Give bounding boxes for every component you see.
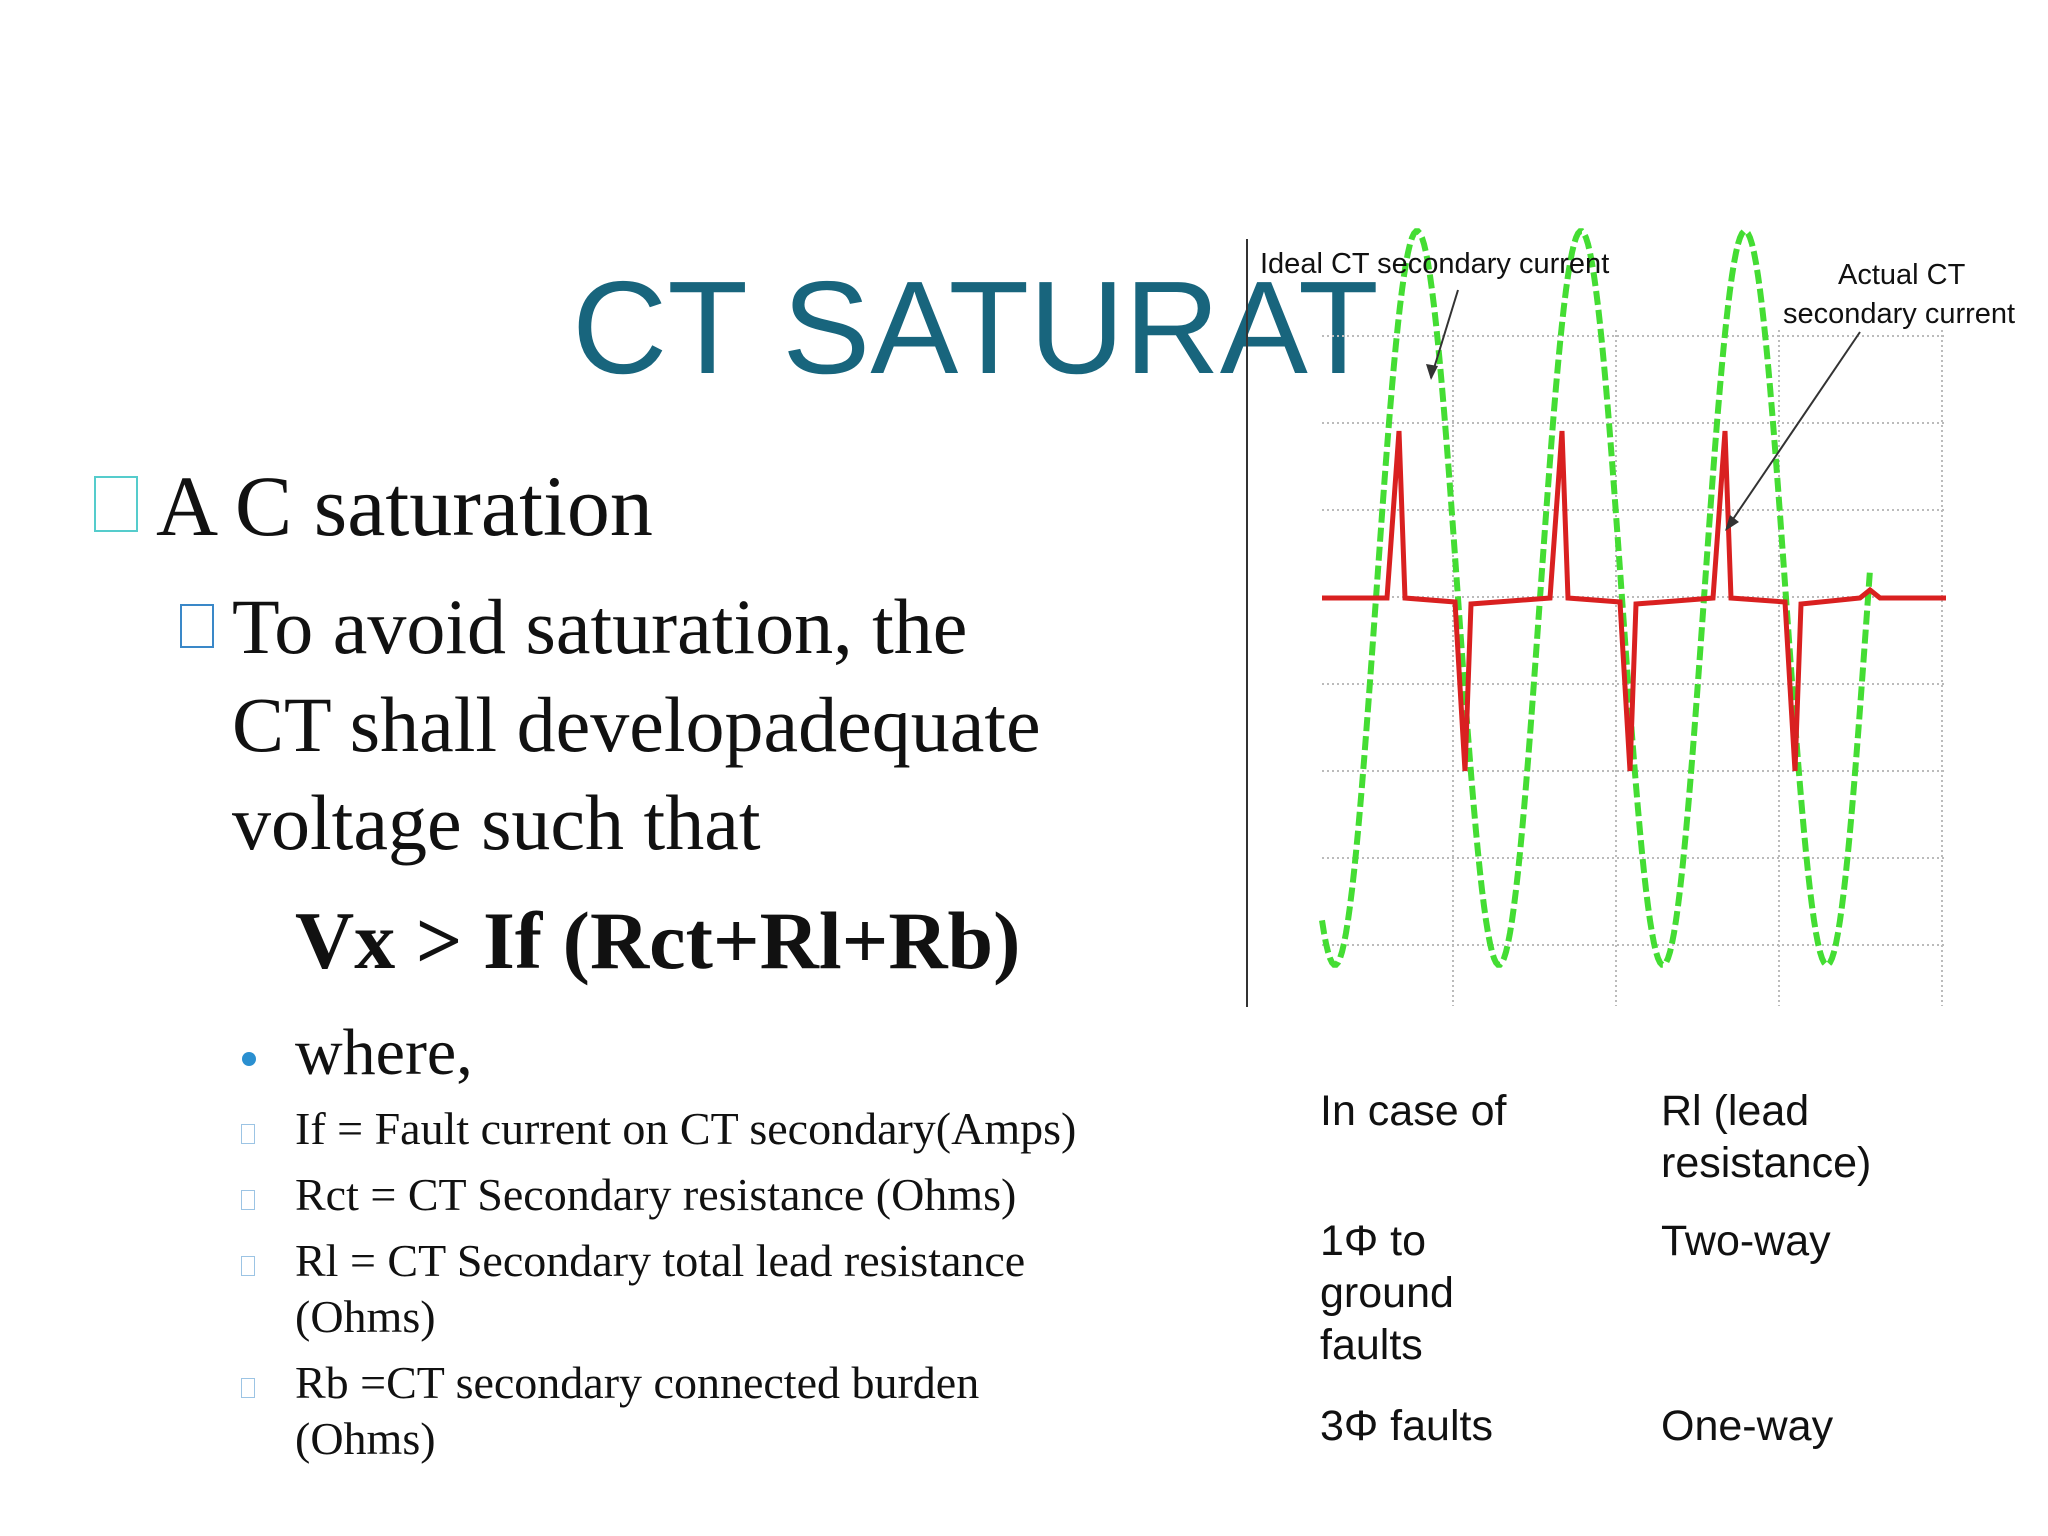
table-cell: One-way [1661,1402,1834,1450]
bullet-text: To avoid saturation, the [232,583,968,670]
table-cell: faults [1320,1321,1423,1369]
bullet-box [241,1190,255,1210]
table-cell: resistance) [1661,1139,1872,1187]
definition-text: Rb =CT secondary connected burden [295,1357,980,1408]
definition-text: (Ohms) [295,1291,436,1342]
definition-text: (Ohms) [295,1413,436,1464]
table-cell: Rl (lead [1661,1087,1810,1135]
bullet-dot [242,1052,256,1066]
table-cell: ground [1320,1269,1454,1317]
table-cell: 3Φ faults [1320,1402,1493,1450]
table-cell: 1Φ to [1320,1217,1427,1265]
bullet-box [180,604,214,648]
formula: Vx > If (Rct+Rl+Rb) [295,895,1021,986]
table-cell: Two-way [1661,1217,1831,1265]
figure-label: Ideal CT secondary current [1260,248,1610,280]
figure-label: secondary current [1783,298,2016,330]
bullet-box [94,476,138,532]
definition-text: Rl = CT Secondary total lead resistance [295,1235,1026,1286]
bullet-box [241,1378,255,1398]
table-cell: In case of [1320,1087,1507,1135]
figure-label: Actual CT [1838,259,1966,291]
definition-text: Rct = CT Secondary resistance (Ohms) [295,1169,1017,1220]
bullet-text: voltage such that [232,779,761,866]
bullet-heading: A C saturation [156,458,653,554]
slide-title: CT SATURAT [572,254,1379,401]
bullet-box [241,1124,255,1144]
bullet-box [241,1256,255,1276]
bullet-text: CT shall developadequate [232,681,1041,768]
where-label: where, [295,1016,473,1089]
definition-text: If = Fault current on CT secondary(Amps) [295,1103,1077,1154]
divider [1246,239,1248,1007]
